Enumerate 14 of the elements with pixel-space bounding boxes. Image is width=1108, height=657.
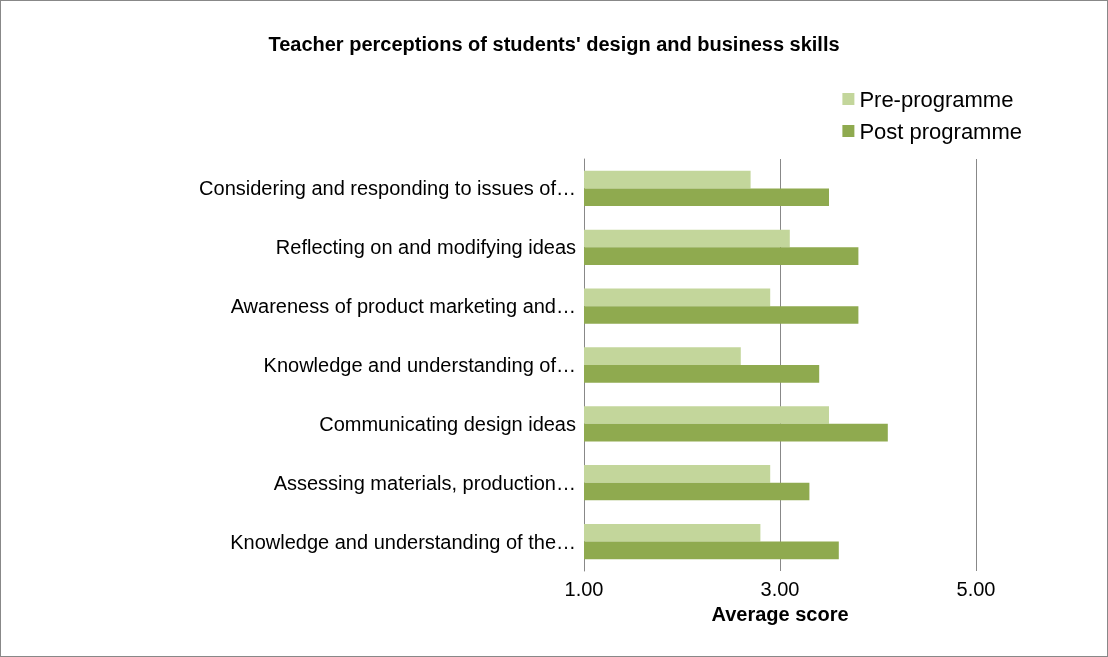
y-tick-label: Reflecting on and modifying ideas bbox=[275, 236, 576, 259]
x-tick-label: 3.00 bbox=[760, 578, 800, 600]
x-tick-label: 1.00 bbox=[564, 578, 604, 600]
chart-title: Teacher perceptions of students' design and business skills bbox=[268, 33, 840, 55]
y-tick-label: Assessing materials, production… bbox=[273, 471, 576, 494]
y-tick-label: Communicating design ideas bbox=[319, 412, 576, 435]
y-tick-label: Considering and responding to issues of… bbox=[199, 177, 576, 200]
legend-label: Post programme bbox=[859, 118, 1023, 144]
legend-label: Pre-programme bbox=[859, 86, 1014, 112]
y-tick-label: Knowledge and understanding of… bbox=[263, 354, 576, 376]
y-tick-label: Awareness of product marketing and… bbox=[230, 295, 576, 318]
y-tick-label: Knowledge and understanding of the… bbox=[230, 530, 576, 553]
x-tick-label: 5.00 bbox=[956, 578, 996, 600]
x-axis-title: Average score bbox=[711, 602, 849, 625]
